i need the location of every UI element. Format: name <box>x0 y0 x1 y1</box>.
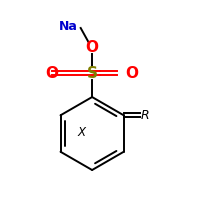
Text: O: O <box>126 66 139 81</box>
Text: Na: Na <box>59 20 78 33</box>
Text: X: X <box>77 126 85 139</box>
Text: R: R <box>141 109 150 122</box>
Text: S: S <box>87 66 98 81</box>
Text: O: O <box>86 40 99 55</box>
Text: O: O <box>46 66 59 81</box>
